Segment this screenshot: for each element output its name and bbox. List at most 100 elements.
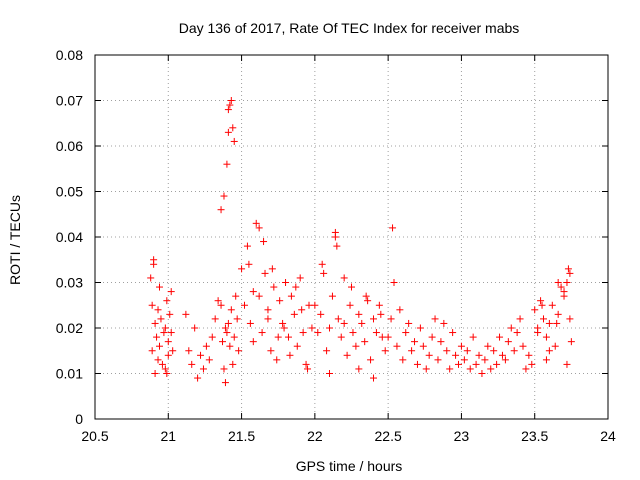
data-point <box>155 342 163 350</box>
data-point <box>501 356 509 364</box>
y-tick-label: 0.05 <box>56 184 83 200</box>
data-point <box>157 315 165 323</box>
data-point <box>560 288 568 296</box>
data-point <box>249 288 257 296</box>
data-point <box>567 338 575 346</box>
data-point <box>566 315 574 323</box>
data-point <box>169 347 177 355</box>
data-point <box>260 238 268 246</box>
data-point <box>232 292 240 300</box>
data-point <box>296 274 304 282</box>
data-point <box>358 319 366 327</box>
data-point <box>167 288 175 296</box>
data-point <box>258 329 266 337</box>
data-point <box>293 342 301 350</box>
data-point <box>261 269 269 277</box>
data-point <box>235 347 243 355</box>
data-point <box>264 315 272 323</box>
data-point <box>331 228 339 236</box>
data-point <box>264 306 272 314</box>
data-point <box>154 356 162 364</box>
data-point <box>487 365 495 373</box>
data-point <box>298 306 306 314</box>
data-point <box>452 351 460 359</box>
data-point <box>279 319 287 327</box>
data-point <box>361 338 369 346</box>
data-point <box>211 315 219 323</box>
x-tick-label: 22 <box>307 428 323 444</box>
data-point <box>227 306 235 314</box>
y-tick-label: 0.08 <box>56 47 83 63</box>
data-point <box>466 365 474 373</box>
data-point <box>563 360 571 368</box>
data-point <box>548 301 556 309</box>
data-point <box>255 292 263 300</box>
data-point <box>534 329 542 337</box>
data-point <box>314 329 322 337</box>
data-point <box>219 338 227 346</box>
data-point <box>147 274 155 282</box>
x-tick-label: 21.5 <box>228 428 255 444</box>
data-point <box>311 301 319 309</box>
data-point <box>390 279 398 286</box>
data-point <box>280 324 288 332</box>
data-point <box>393 342 401 350</box>
data-point <box>197 351 205 359</box>
data-point <box>284 333 292 341</box>
data-point <box>158 360 166 368</box>
data-point <box>150 256 158 264</box>
data-point <box>504 338 512 346</box>
data-point <box>238 265 246 273</box>
data-point <box>355 365 363 373</box>
data-point <box>431 315 439 323</box>
data-point <box>369 315 377 323</box>
data-point <box>221 379 229 387</box>
data-point <box>428 333 436 341</box>
data-point <box>538 301 546 309</box>
x-tick-label: 20.5 <box>81 428 108 444</box>
data-point <box>334 315 342 323</box>
data-point <box>205 356 213 364</box>
data-point <box>227 97 235 104</box>
data-point <box>202 342 210 350</box>
data-point <box>148 347 156 355</box>
data-point <box>191 324 199 332</box>
data-point <box>230 137 238 145</box>
data-point <box>563 279 571 286</box>
data-point <box>320 269 328 277</box>
data-point <box>343 351 351 359</box>
data-point <box>475 351 483 359</box>
data-point <box>333 242 341 250</box>
x-tick-label: 24 <box>600 428 616 444</box>
data-point <box>276 297 284 305</box>
data-point <box>270 283 278 291</box>
data-point <box>384 333 392 341</box>
y-tick-label: 0 <box>75 411 83 427</box>
data-point <box>352 342 360 350</box>
data-point <box>208 333 216 341</box>
data-point <box>481 356 489 364</box>
data-point <box>355 310 363 318</box>
data-point <box>372 329 380 337</box>
data-point <box>557 283 565 291</box>
data-point <box>454 360 462 368</box>
data-point <box>163 297 171 305</box>
data-point <box>542 356 550 364</box>
data-point <box>378 333 386 341</box>
data-point <box>230 333 238 341</box>
data-point <box>223 329 231 337</box>
data-point <box>233 315 241 323</box>
data-point <box>224 319 232 327</box>
data-point <box>519 342 527 350</box>
y-tick-label: 0.07 <box>56 93 83 109</box>
data-point <box>440 319 448 327</box>
data-point <box>226 342 234 350</box>
data-point <box>513 329 521 337</box>
data-point <box>554 279 562 286</box>
data-point <box>220 192 228 200</box>
data-point <box>463 347 471 355</box>
x-tick-label: 22.5 <box>375 428 402 444</box>
data-point <box>161 324 169 332</box>
data-point <box>164 338 172 346</box>
